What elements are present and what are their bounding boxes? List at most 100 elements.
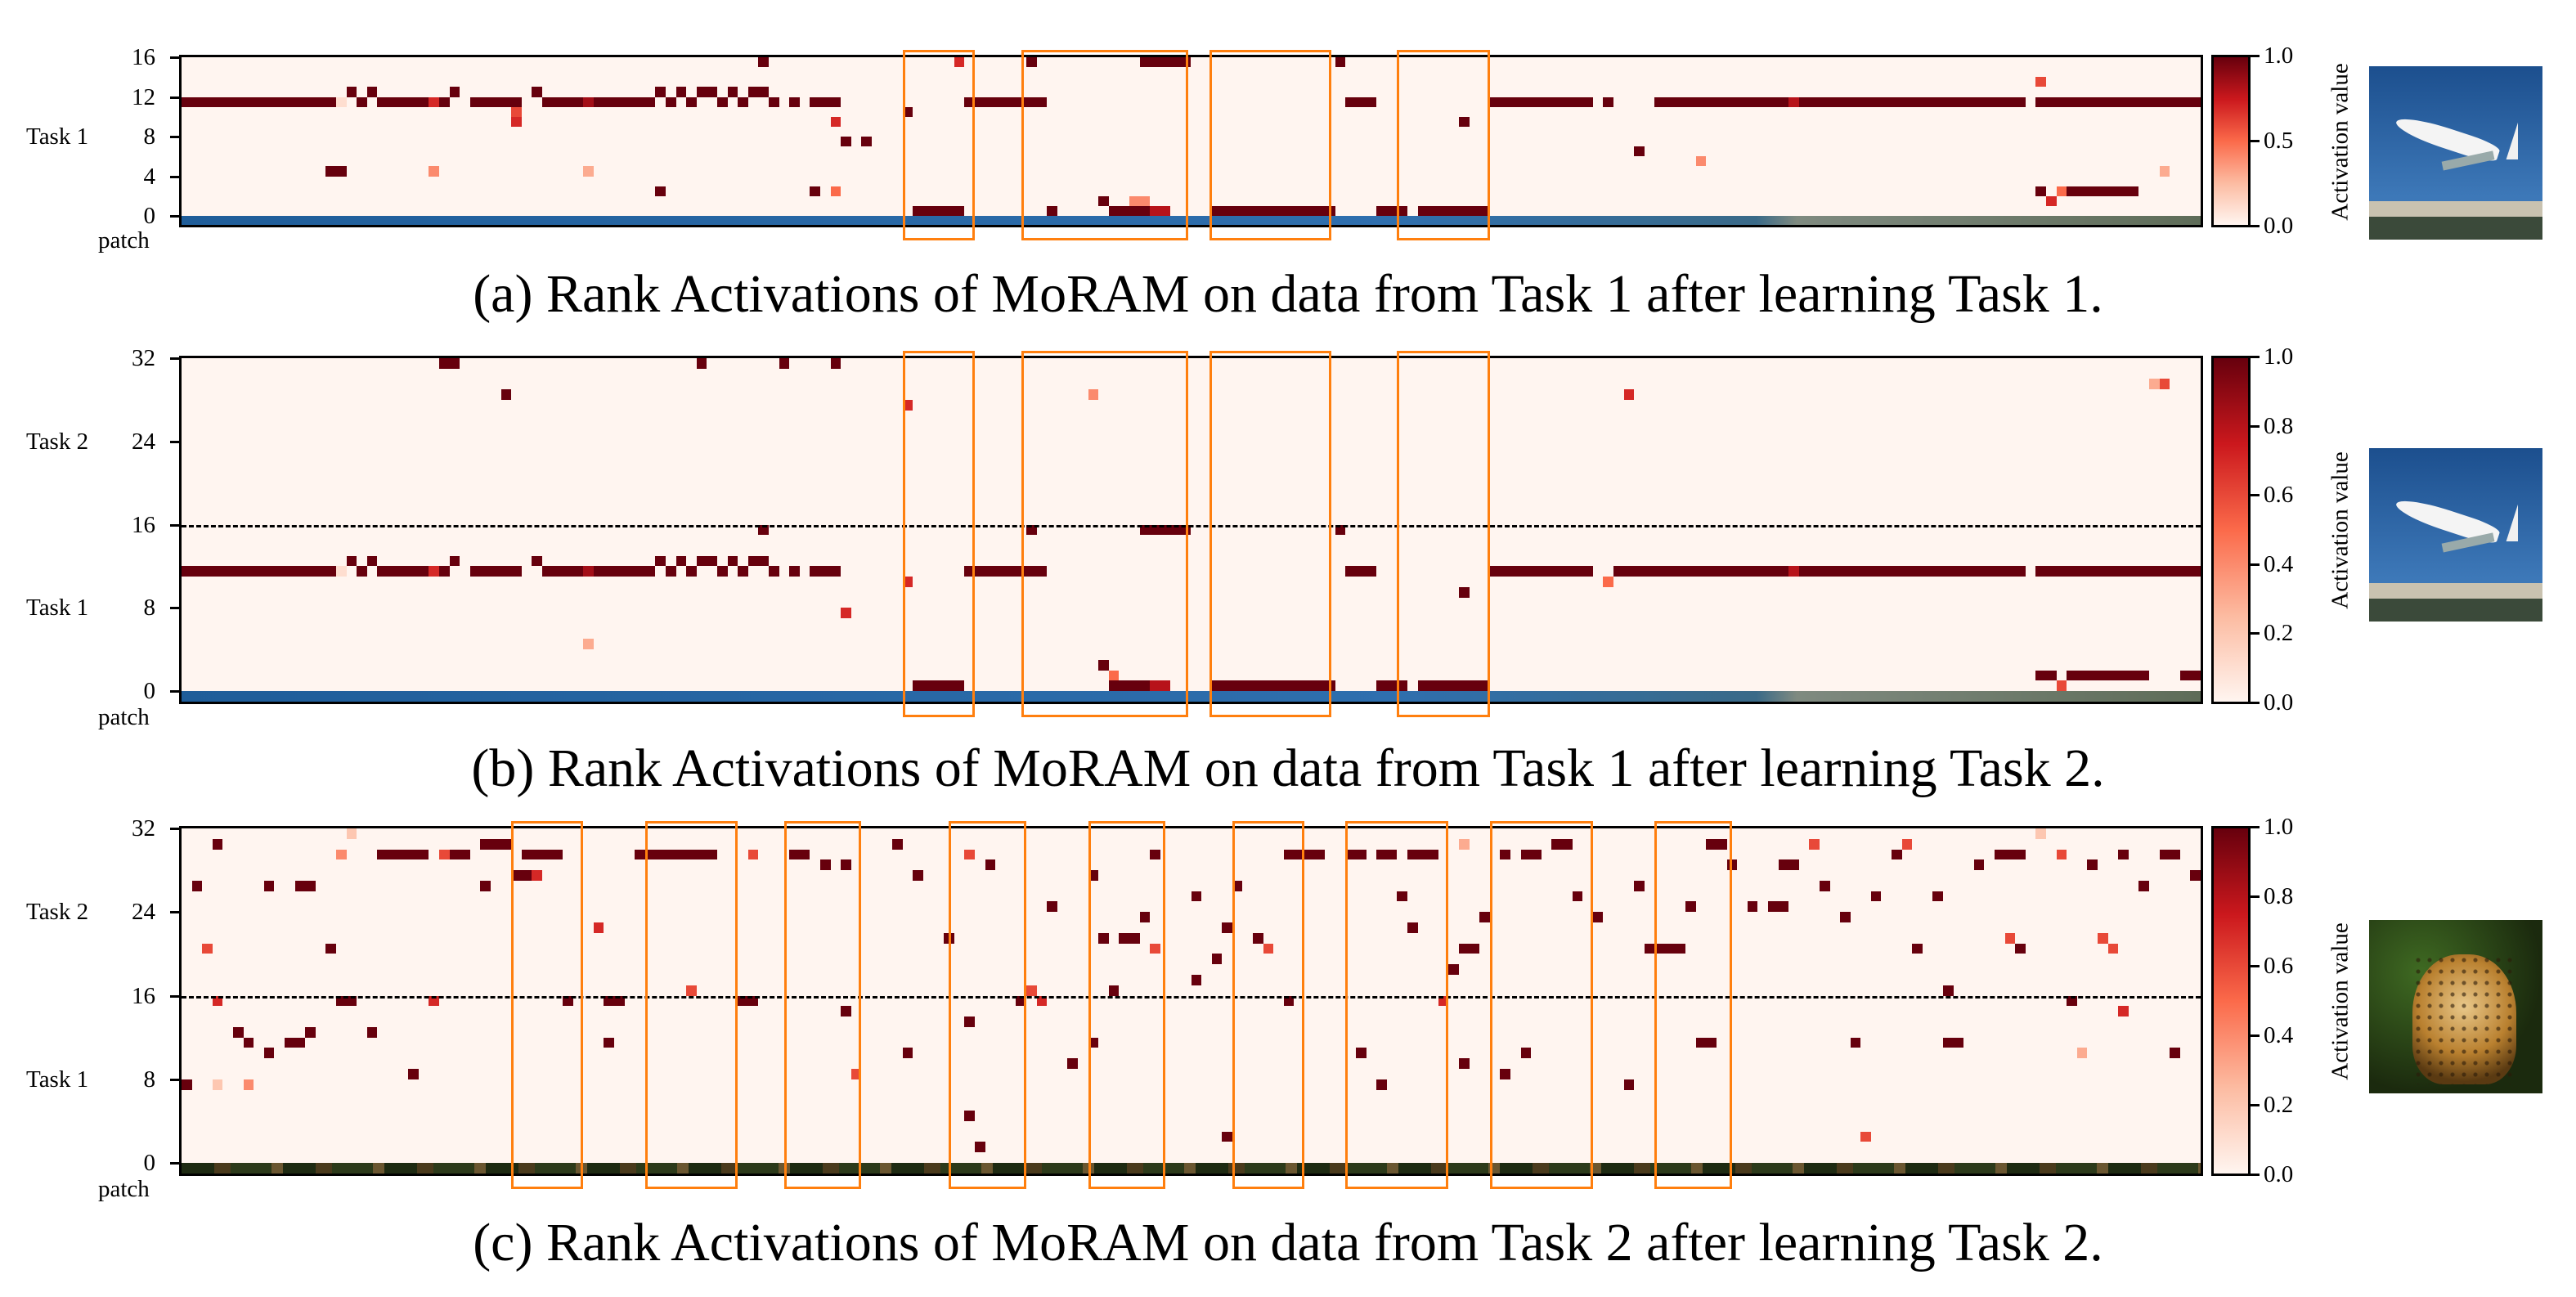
highlight-box (644, 821, 738, 1189)
highlight-box (1345, 821, 1449, 1189)
y-tick-mark (170, 523, 179, 527)
y-tick-label: 16 (132, 982, 155, 1009)
heatmap-cell (1592, 912, 1604, 923)
heatmap-cell (357, 96, 367, 107)
colorbar-tick-mark (2251, 1104, 2260, 1106)
leopard-figure (2412, 954, 2517, 1085)
leopard-input-image (2369, 920, 2542, 1093)
heatmap-cell (1025, 524, 1037, 536)
heatmap-cell (1150, 205, 1171, 216)
heatmap-cell (438, 358, 460, 369)
y-tick-mark (170, 56, 179, 59)
heatmap-cell (1644, 943, 1686, 954)
colorbar-tick-label: 0.2 (2264, 620, 2294, 647)
highlight-box (1021, 351, 1188, 717)
heatmap-cell (686, 96, 697, 107)
y-tick-label: 12 (132, 83, 155, 110)
heatmap-cell (666, 96, 676, 107)
y-tick-mark (170, 215, 179, 218)
heatmap-cell (1551, 838, 1573, 850)
heatmap-cell (2087, 670, 2119, 681)
heatmap-cell (1603, 96, 1613, 107)
heatmap-cell (2118, 1006, 2129, 1017)
colorbar-tick-label: 0.6 (2264, 953, 2294, 979)
heatmap-cell (449, 87, 460, 97)
heatmap-cell (1479, 912, 1490, 923)
colorbar (2211, 55, 2251, 227)
heatmap-cell (2067, 995, 2077, 1007)
heatmap-cell (758, 524, 770, 536)
heatmap-cell (263, 880, 275, 891)
heatmap-cell (727, 555, 738, 567)
y-tick-label: 24 (132, 428, 155, 455)
heatmap-cell (1356, 1048, 1367, 1059)
heatmap-cell (830, 116, 841, 127)
heatmap-cell (1819, 880, 1830, 891)
y-tick-mark (170, 607, 179, 610)
colorbar-tick-mark (2251, 494, 2260, 497)
heatmap-cell (913, 870, 923, 881)
heatmap-cell (1376, 205, 1408, 216)
colorbar-tick-label: 0.2 (2264, 1092, 2294, 1118)
heatmap-cell (1685, 901, 1696, 913)
colorbar-tick-label: 1.0 (2264, 43, 2294, 69)
heatmap-cell (1892, 849, 1902, 860)
heatmap-cell (1098, 659, 1109, 671)
y-tick-label: 8 (143, 1066, 156, 1093)
heatmap-cell (1932, 891, 1944, 902)
y-tick-label: 8 (143, 595, 156, 622)
heatmap-cell (738, 566, 748, 577)
heatmap-cell (841, 1006, 851, 1017)
heatmap-cell (1283, 849, 1326, 860)
heatmap-cell (954, 57, 965, 68)
heatmap-cell (1283, 995, 1295, 1007)
heatmap-cell (408, 1068, 419, 1079)
heatmap-cell (212, 838, 223, 850)
heatmap-cell (2138, 880, 2149, 891)
heatmap-cell (2087, 859, 2098, 871)
heatmap-cell (335, 96, 347, 107)
heatmap-cell (377, 96, 429, 107)
row-label-task-1: Task 1 (26, 595, 89, 622)
y-tick-mark (170, 690, 179, 693)
highlight-box (783, 821, 862, 1189)
heatmap-cell (1108, 670, 1120, 681)
heatmap-cell (532, 870, 542, 881)
patch-image-strip (182, 216, 2201, 225)
row-label-task-1: Task 1 (26, 123, 89, 150)
heatmap-cell (1088, 870, 1099, 881)
heatmap-cell (810, 186, 820, 196)
heatmap-cell (1253, 932, 1263, 944)
colorbar-tick-mark (2251, 965, 2260, 967)
heatmap-cell (2118, 670, 2149, 681)
heatmap-cell (1778, 859, 1799, 871)
heatmap-cell (747, 87, 770, 97)
heatmap-cell (902, 577, 913, 587)
heatmap-cell (964, 566, 1048, 577)
heatmap-cell (2035, 670, 2057, 681)
heatmap-cell (841, 859, 851, 871)
heatmap-cell (686, 985, 697, 996)
colorbar-tick-label: 1.0 (2264, 343, 2294, 370)
heatmap-cell (563, 995, 573, 1007)
task-divider-line (182, 524, 2201, 527)
heatmap-cell (2179, 670, 2201, 681)
heatmap-cell (1520, 849, 1542, 860)
heatmap-cell (1520, 1048, 1532, 1059)
heatmap-cell (789, 849, 810, 860)
heatmap-cell (902, 1048, 913, 1059)
heatmap-cell (449, 555, 460, 567)
heatmap-cell (789, 96, 800, 107)
y-tick-mark (170, 440, 179, 443)
heatmap-cell (1572, 891, 1583, 902)
heatmap-cell (182, 1079, 192, 1090)
heatmap-cell (583, 566, 594, 577)
heatmap-cell (902, 399, 913, 411)
heatmap-cell (1809, 838, 1820, 850)
highlight-box (511, 821, 584, 1189)
heatmap-cell (830, 358, 841, 369)
heatmap-cell (325, 166, 347, 177)
heatmap-cell (913, 205, 965, 216)
row-label-task-1: Task 1 (26, 1066, 89, 1093)
heatmap-cell (429, 995, 439, 1007)
